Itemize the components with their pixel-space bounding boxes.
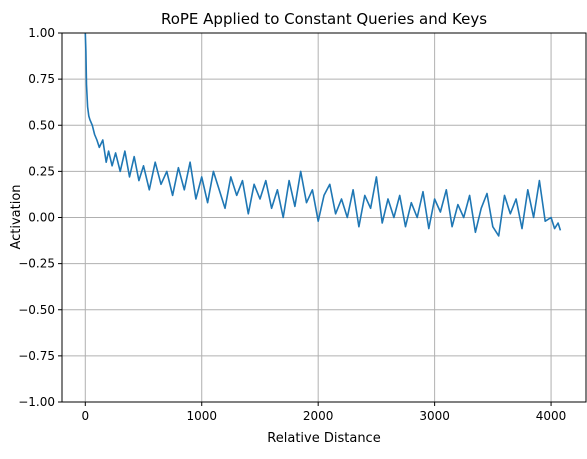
y-tick-label-3: −0.25 xyxy=(18,257,55,271)
x-tick-label-1: 1000 xyxy=(186,409,217,423)
y-tick-label-8: 1.00 xyxy=(28,26,55,40)
x-tick-label-4: 4000 xyxy=(536,409,567,423)
y-tick-label-2: −0.50 xyxy=(18,303,55,317)
x-axis-label: Relative Distance xyxy=(267,431,380,446)
y-tick-label-6: 0.50 xyxy=(28,118,55,132)
series-line-0 xyxy=(84,32,562,237)
x-tick-label-2: 2000 xyxy=(303,409,334,423)
axis-ticks: 0 1000 2000 3000 4000 −1.00 −0.75 −0.50 −0.25 0.0… xyxy=(18,26,566,423)
series-layer xyxy=(84,32,562,237)
y-tick-label-1: −0.75 xyxy=(18,349,55,363)
y-tick-label-0: −1.00 xyxy=(18,395,55,409)
y-tick-label-5: 0.25 xyxy=(28,164,55,178)
x-tick-label-3: 3000 xyxy=(419,409,450,423)
y-tick-label-7: 0.75 xyxy=(28,72,55,86)
y-axis-label: Activation xyxy=(9,184,24,249)
y-tick-label-4: 0.00 xyxy=(28,211,55,225)
chart-title: RoPE Applied to Constant Queries and Key… xyxy=(161,10,487,28)
x-tick-label-0: 0 xyxy=(81,409,89,423)
